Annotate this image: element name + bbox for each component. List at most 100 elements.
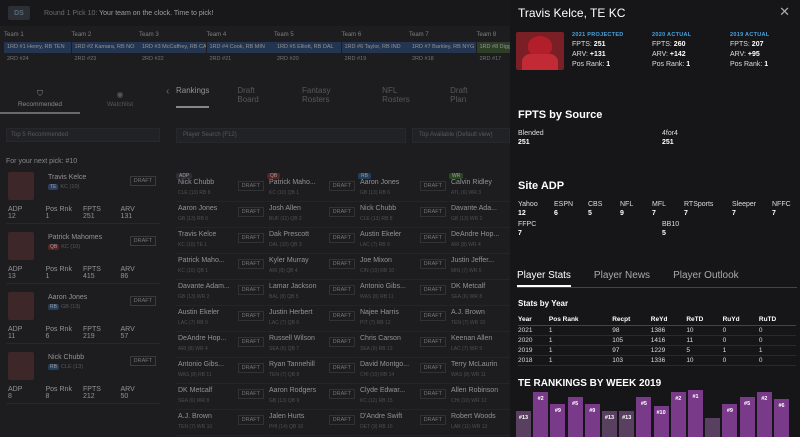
player-name[interactable]: Nick Chubb xyxy=(360,205,397,212)
player-name[interactable]: Davante Adam... xyxy=(178,283,230,290)
draft-button[interactable]: DRAFT xyxy=(419,415,446,425)
player-row[interactable]: Patrick Maho... KC (10) QB 1 DRAFT xyxy=(176,254,266,280)
draft-button[interactable]: DRAFT xyxy=(237,259,264,269)
recommended-card[interactable]: Nick Chubb RB CLE (13) DRAFT ADP 8 Pos Rnk 8 FPT… xyxy=(6,352,160,404)
tab-nfl-rosters[interactable]: NFL Rosters xyxy=(382,86,410,104)
round-2-pick[interactable]: 2RD #20 xyxy=(277,56,299,62)
view-filter-select[interactable]: Top Available (Default view) xyxy=(412,128,510,143)
player-name[interactable]: Ryan Tannehill xyxy=(269,361,315,368)
player-search-input[interactable]: Player Search (F12) xyxy=(176,128,406,143)
tab-recommended[interactable]: ⛉ Recommended xyxy=(0,84,80,114)
draft-button[interactable]: DRAFT xyxy=(419,311,446,321)
player-row[interactable]: Austin Ekeler LAC (7) RB 9 DRAFT xyxy=(358,228,448,254)
player-name[interactable]: Justin Jeffer... xyxy=(451,257,495,264)
draft-button[interactable]: DRAFT xyxy=(419,363,446,373)
draft-button[interactable]: DRAFT xyxy=(328,311,355,321)
player-name[interactable]: Travis Kelce xyxy=(178,231,217,238)
player-row[interactable]: D'Andre Swift DET (9) RB 16 DRAFT xyxy=(358,410,448,436)
player-name[interactable]: Justin Herbert xyxy=(269,309,313,316)
draft-button[interactable]: DRAFT xyxy=(129,356,156,366)
draft-button[interactable]: DRAFT xyxy=(328,181,355,191)
player-row[interactable]: Antonio Gibs... WAS (8) RB 11 DRAFT xyxy=(358,280,448,306)
tab-draft-board[interactable]: Draft Board xyxy=(237,86,259,104)
draft-button[interactable]: DRAFT xyxy=(237,285,264,295)
player-row[interactable]: Clyde Edwar... KC (12) RB 15 DRAFT xyxy=(358,384,448,410)
player-row[interactable]: Justin Herbert LAC (7) QB 6 DRAFT xyxy=(267,306,357,332)
round-2-pick[interactable]: 2RD #17 xyxy=(479,56,502,62)
player-name[interactable]: Austin Ekeler xyxy=(360,231,402,238)
player-row[interactable]: Nick Chubb CLE (13) RB 8 DRAFT xyxy=(358,202,448,228)
tab-fantasy-rosters[interactable]: Fantasy Rosters xyxy=(302,86,331,104)
player-name[interactable]: Aaron Jones xyxy=(360,179,400,186)
draft-button[interactable]: DRAFT xyxy=(328,259,355,269)
player-row[interactable]: Patrick Maho... KC (10) QB 1 DRAFT xyxy=(267,176,357,202)
round-1-pick[interactable]: 1RD #1 Henry, RB TEN xyxy=(4,42,71,53)
recommended-card[interactable]: Travis Kelce TE KC (10) DRAFT ADP 12 Pos Rnk 1 F… xyxy=(6,172,160,224)
round-1-pick[interactable]: 1RD #8 Diggs, WR BUF xyxy=(476,42,510,53)
tab-player-outlook[interactable]: Player Outlook xyxy=(673,270,739,281)
player-name[interactable]: Allen Robinson xyxy=(451,387,499,394)
player-row[interactable]: Chris Carson SEA (9) RB 13 DRAFT xyxy=(358,332,448,358)
player-name[interactable]: A.J. Brown xyxy=(178,413,212,420)
player-name[interactable]: Aaron Jones xyxy=(48,294,88,301)
draft-button[interactable]: DRAFT xyxy=(237,181,264,191)
recommended-card[interactable]: Patrick Mahomes QB KC (10) DRAFT ADP 13 Pos Rn… xyxy=(6,232,160,284)
player-name[interactable]: Austin Ekeler xyxy=(178,309,220,316)
player-name[interactable]: Russell Wilson xyxy=(269,335,315,342)
player-name[interactable]: D'Andre Swift xyxy=(360,413,403,420)
round-1-pick[interactable]: 1RD #6 Taylor, RB IND xyxy=(341,42,409,53)
draft-button[interactable]: DRAFT xyxy=(328,207,355,217)
collapse-arrow-icon[interactable]: ‹ xyxy=(166,86,170,97)
player-row[interactable]: Jalen Hurts PHI (14) QB 10 DRAFT xyxy=(267,410,357,436)
player-name[interactable]: Terry McLaurin xyxy=(451,361,498,368)
player-row[interactable]: Aaron Jones GB (13) RB 6 DRAFT xyxy=(176,202,266,228)
player-row[interactable]: Travis Kelce KC (10) TE 1 DRAFT xyxy=(176,228,266,254)
draft-button[interactable]: DRAFT xyxy=(419,233,446,243)
round-1-pick[interactable]: 1RD #5 Elliott, RB DAL xyxy=(274,42,341,53)
round-2-pick[interactable]: 2RD #23 xyxy=(74,56,97,62)
draft-button[interactable]: DRAFT xyxy=(129,236,156,246)
player-row[interactable]: Joe Mixon CIN (10) RB 10 DRAFT xyxy=(358,254,448,280)
round-2-pick[interactable]: 2RD #19 xyxy=(344,56,367,62)
player-row[interactable]: Austin Ekeler LAC (7) RB 9 DRAFT xyxy=(176,306,266,332)
tab-watchlist[interactable]: ◉ Watchlist xyxy=(80,84,160,114)
player-name[interactable]: Josh Allen xyxy=(269,205,301,212)
player-row[interactable]: Russell Wilson SEA (6) QB 7 DRAFT xyxy=(267,332,357,358)
draft-button[interactable]: DRAFT xyxy=(328,285,355,295)
player-row[interactable]: DeAndre Hop... ARI (8) WR 4 DRAFT xyxy=(176,332,266,358)
player-name[interactable]: DeAndre Hop... xyxy=(451,231,500,238)
player-name[interactable]: Joe Mixon xyxy=(360,257,392,264)
player-name[interactable]: Patrick Maho... xyxy=(178,257,225,264)
tab-player-stats[interactable]: Player Stats xyxy=(517,270,571,287)
player-name[interactable]: Patrick Mahomes xyxy=(48,234,103,241)
draft-button[interactable]: DRAFT xyxy=(419,285,446,295)
recommended-filter[interactable]: Top 5 Recommended xyxy=(6,128,160,142)
player-row[interactable]: Aaron Jones GB (13) RB 6 DRAFT xyxy=(358,176,448,202)
player-name[interactable]: Antonio Gibs... xyxy=(360,283,406,290)
player-name[interactable]: DeAndre Hop... xyxy=(178,335,227,342)
draft-button[interactable]: DRAFT xyxy=(237,207,264,217)
tab-rankings[interactable]: Rankings xyxy=(176,86,210,108)
player-name[interactable]: Aaron Rodgers xyxy=(269,387,317,394)
player-name[interactable]: Travis Kelce xyxy=(48,174,87,181)
draft-button[interactable]: DRAFT xyxy=(129,296,156,306)
player-name[interactable]: DK Metcalf xyxy=(451,283,486,290)
player-row[interactable]: Nick Chubb CLE (13) RB 8 DRAFT xyxy=(176,176,266,202)
draft-button[interactable]: DRAFT xyxy=(419,389,446,399)
player-name[interactable]: A.J. Brown xyxy=(451,309,485,316)
round-1-pick[interactable]: 1RD #2 Kamara, RB NO xyxy=(71,42,139,53)
round-2-pick[interactable]: 2RD #24 xyxy=(7,56,29,62)
round-2-pick[interactable]: 2RD #18 xyxy=(412,56,434,62)
player-name[interactable]: Davante Ada... xyxy=(451,205,497,212)
draft-button[interactable]: DRAFT xyxy=(237,389,264,399)
draft-button[interactable]: DRAFT xyxy=(237,311,264,321)
draft-button[interactable]: DRAFT xyxy=(419,259,446,269)
player-name[interactable]: Calvin Ridley xyxy=(451,179,492,186)
